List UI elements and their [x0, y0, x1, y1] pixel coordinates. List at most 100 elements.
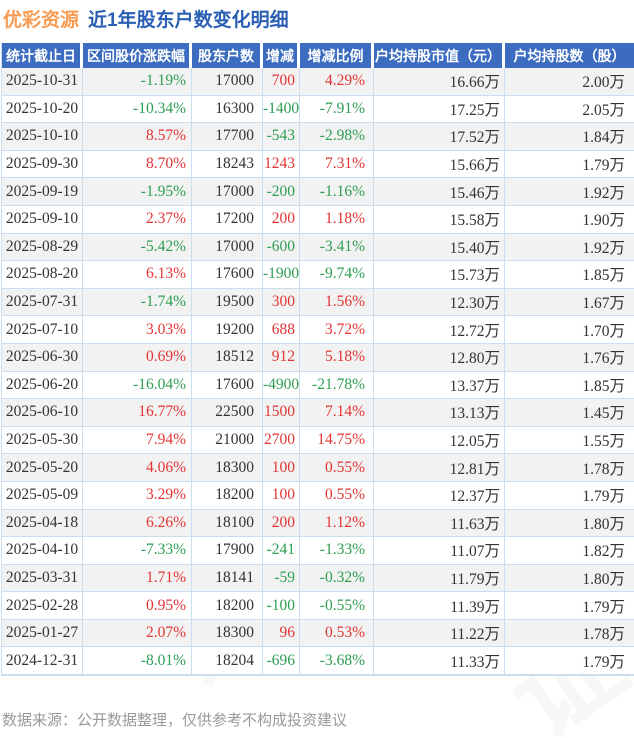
change-ratio-cell: 7.14%: [300, 399, 374, 427]
date-cell: 2025-10-31: [2, 68, 83, 96]
date-cell: 2025-08-20: [2, 261, 83, 289]
change-cell: 2700: [263, 426, 300, 455]
change-ratio-cell: 14.75%: [300, 426, 374, 455]
avg-shares-cell: 1.79万: [505, 481, 634, 510]
avg-value-cell: 16.66万: [374, 68, 505, 96]
change-ratio-cell: 0.55%: [300, 454, 374, 482]
table-row: 2025-09-30 8.70% 18243 1243 7.31% 15.66万 1.79万: [2, 150, 634, 179]
change-ratio-cell: 1.12%: [300, 509, 374, 538]
pct-change-cell: 8.70%: [83, 150, 192, 179]
change-cell: 200: [263, 205, 300, 234]
date-cell: 2025-05-20: [2, 454, 83, 482]
holders-cell: 17900: [192, 537, 263, 565]
avg-shares-cell: 1.79万: [505, 150, 634, 179]
holders-cell: 17200: [192, 205, 263, 234]
change-ratio-cell: -0.32%: [300, 564, 374, 593]
avg-shares-cell: 1.92万: [505, 233, 634, 262]
avg-shares-cell: 1.84万: [505, 123, 634, 151]
pct-change-cell: -10.34%: [83, 95, 192, 124]
holders-cell: 17000: [192, 233, 263, 262]
table-row: 2025-01-27 2.07% 18300 96 0.53% 11.22万 1.78万: [2, 619, 634, 648]
avg-value-cell: 12.80万: [374, 343, 505, 372]
holders-cell: 18200: [192, 481, 263, 510]
avg-value-cell: 12.05万: [374, 426, 505, 455]
change-cell: 1500: [263, 399, 300, 427]
change-ratio-cell: -1.33%: [300, 537, 374, 565]
pct-change-cell: -8.01%: [83, 647, 192, 676]
avg-shares-cell: 1.70万: [505, 316, 634, 344]
change-cell: -696: [263, 647, 300, 676]
avg-shares-cell: 1.85万: [505, 371, 634, 400]
avg-shares-cell: 1.55万: [505, 426, 634, 455]
avg-value-cell: 12.72万: [374, 316, 505, 344]
holders-cell: 22500: [192, 399, 263, 427]
pct-change-cell: 4.06%: [83, 454, 192, 482]
date-cell: 2025-01-27: [2, 619, 83, 648]
data-source-note: 数据来源：公开数据整理，仅供参考不构成投资建议: [2, 712, 348, 729]
pct-change-cell: -7.33%: [83, 537, 192, 565]
avg-value-cell: 11.07万: [374, 537, 505, 565]
avg-shares-cell: 1.78万: [505, 454, 634, 482]
date-cell: 2025-09-19: [2, 178, 83, 206]
pct-change-cell: -5.42%: [83, 233, 192, 262]
avg-value-cell: 15.40万: [374, 233, 505, 262]
change-cell: -600: [263, 233, 300, 262]
change-cell: -543: [263, 123, 300, 151]
change-ratio-cell: -3.68%: [300, 647, 374, 676]
avg-shares-cell: 1.92万: [505, 178, 634, 206]
table-row: 2025-10-31 -1.19% 17000 700 4.29% 16.66万 2.00万: [2, 68, 634, 96]
change-ratio-cell: 1.18%: [300, 205, 374, 234]
change-cell: 1243: [263, 150, 300, 179]
change-cell: 200: [263, 509, 300, 538]
date-cell: 2025-05-30: [2, 426, 83, 455]
col-header-holders: 股东户数: [192, 43, 263, 68]
change-cell: 100: [263, 454, 300, 482]
table-header: 统计截止日 区间股价涨跌幅 股东户数 增减 增减比例 户均持股市值（元） 户均持…: [2, 43, 634, 68]
holders-cell: 18100: [192, 509, 263, 538]
stock-name: 优彩资源: [3, 10, 80, 31]
change-ratio-cell: -9.74%: [300, 261, 374, 289]
avg-value-cell: 17.52万: [374, 123, 505, 151]
avg-shares-cell: 1.90万: [505, 205, 634, 234]
avg-value-cell: 13.13万: [374, 399, 505, 427]
change-cell: -4900: [263, 371, 300, 400]
avg-shares-cell: 2.05万: [505, 95, 634, 124]
change-ratio-cell: -0.55%: [300, 592, 374, 620]
table-row: 2025-10-20 -10.34% 16300 -1400 -7.91% 17.25万 2…: [2, 95, 634, 124]
change-ratio-cell: 3.72%: [300, 316, 374, 344]
pct-change-cell: 3.29%: [83, 481, 192, 510]
table-row: 2025-07-31 -1.74% 19500 300 1.56% 12.30万 1.67万: [2, 288, 634, 317]
avg-value-cell: 11.63万: [374, 509, 505, 538]
holders-cell: 18204: [192, 647, 263, 676]
change-cell: 912: [263, 343, 300, 372]
avg-shares-cell: 1.85万: [505, 261, 634, 289]
holders-cell: 18141: [192, 564, 263, 593]
avg-value-cell: 12.37万: [374, 481, 505, 510]
avg-value-cell: 15.73万: [374, 261, 505, 289]
change-cell: 300: [263, 288, 300, 317]
table-row: 2025-06-30 0.69% 18512 912 5.18% 12.80万 1.76万: [2, 343, 634, 372]
avg-value-cell: 17.25万: [374, 95, 505, 124]
col-header-date: 统计截止日: [2, 43, 83, 68]
date-cell: 2025-06-10: [2, 399, 83, 427]
pct-change-cell: 6.26%: [83, 509, 192, 538]
date-cell: 2025-09-10: [2, 205, 83, 234]
date-cell: 2025-10-20: [2, 95, 83, 124]
table-row: 2025-06-20 -16.04% 17600 -4900 -21.78% 13.37万…: [2, 371, 634, 400]
table-row: 2025-09-10 2.37% 17200 200 1.18% 15.58万 1.90万: [2, 205, 634, 234]
holders-cell: 19500: [192, 288, 263, 317]
change-ratio-cell: -3.41%: [300, 233, 374, 262]
pct-change-cell: -1.74%: [83, 288, 192, 317]
page-title: 优彩资源 近1年股东户数变化明细: [3, 5, 289, 32]
holders-cell: 18300: [192, 619, 263, 648]
avg-shares-cell: 1.67万: [505, 288, 634, 317]
avg-value-cell: 11.33万: [374, 647, 505, 676]
table-row: 2025-08-29 -5.42% 17000 -600 -3.41% 15.40万 1.9…: [2, 233, 634, 262]
pct-change-cell: 1.71%: [83, 564, 192, 593]
avg-shares-cell: 2.00万: [505, 68, 634, 96]
date-cell: 2025-04-10: [2, 537, 83, 565]
avg-shares-cell: 1.82万: [505, 537, 634, 565]
holders-cell: 18512: [192, 343, 263, 372]
change-ratio-cell: -7.91%: [300, 95, 374, 124]
